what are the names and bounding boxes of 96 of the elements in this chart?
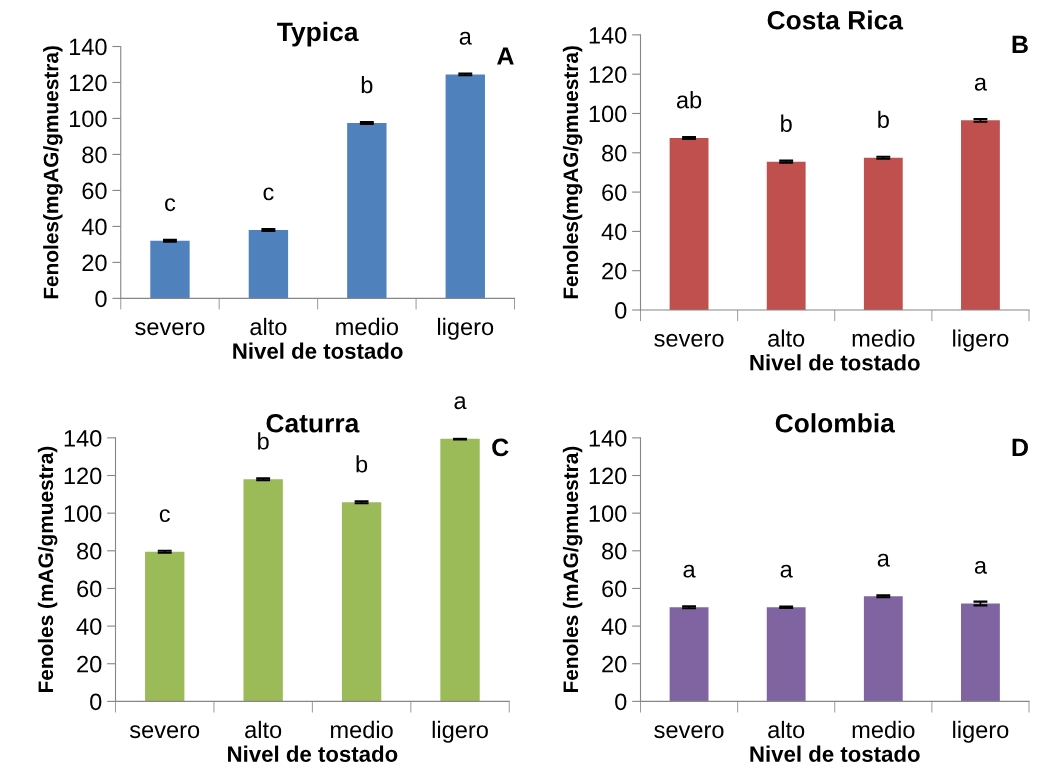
y-tick-label: 100 bbox=[589, 505, 627, 522]
annotation: b bbox=[781, 114, 792, 132]
x-tick-label: alto bbox=[768, 720, 805, 739]
bar bbox=[863, 157, 903, 310]
annotation: C bbox=[492, 438, 509, 457]
annotation: a bbox=[454, 396, 467, 410]
x-tick-label: severo bbox=[129, 725, 200, 739]
y-tick-label: 60 bbox=[77, 580, 102, 598]
y-tick-label: 120 bbox=[589, 66, 627, 83]
y-tick-label: 40 bbox=[81, 218, 107, 236]
x-axis-title: Nivel de tostado bbox=[750, 745, 920, 762]
annotation: A bbox=[497, 47, 514, 65]
annotation: b bbox=[361, 75, 373, 94]
y-tick-label: 140 bbox=[69, 38, 107, 56]
x-tick-label: severo bbox=[654, 333, 724, 347]
y-tick-label: 120 bbox=[64, 467, 102, 485]
annotation: b bbox=[878, 110, 889, 129]
x-tick-label: severo bbox=[135, 322, 205, 336]
bar bbox=[863, 596, 903, 702]
y-tick-label: 80 bbox=[77, 542, 102, 560]
bar bbox=[961, 120, 1000, 310]
annotation: b bbox=[356, 455, 368, 473]
annotation: D bbox=[1012, 438, 1028, 456]
y-tick-label: 20 bbox=[602, 655, 627, 673]
annotation: b bbox=[258, 432, 269, 450]
bar bbox=[243, 479, 283, 702]
annotation: a bbox=[974, 77, 987, 91]
chart-title: Typica bbox=[277, 21, 359, 47]
bar bbox=[961, 603, 1000, 702]
annotation: c bbox=[165, 198, 176, 212]
bar bbox=[150, 240, 190, 299]
y-tick-label: 100 bbox=[589, 105, 627, 123]
x-axis-title: Nivel de tostado bbox=[750, 354, 920, 371]
annotation: c bbox=[263, 187, 274, 201]
x-tick-label: alto bbox=[245, 720, 282, 739]
y-tick-label: 20 bbox=[77, 655, 102, 673]
y-tick-label: 0 bbox=[615, 302, 627, 319]
y-axis-title: Fenoles(mgAG/gmuestra) bbox=[562, 46, 583, 299]
bar bbox=[445, 74, 485, 299]
annotation: ab bbox=[676, 91, 702, 109]
annotation: a bbox=[683, 564, 696, 578]
annotation: c bbox=[159, 509, 170, 523]
annotation: a bbox=[974, 560, 987, 574]
x-tick-label: ligero bbox=[953, 720, 1009, 743]
y-axis-title: Fenoles(mgAG/gmuestra) bbox=[43, 46, 63, 299]
bar bbox=[440, 438, 480, 702]
chart-title: Caturra bbox=[266, 413, 360, 433]
x-tick-label: severo bbox=[654, 725, 724, 739]
y-tick-label: 140 bbox=[589, 429, 627, 447]
y-tick-label: 80 bbox=[602, 144, 627, 162]
y-tick-label: 0 bbox=[615, 693, 627, 711]
annotation: B bbox=[1012, 35, 1028, 53]
y-tick-label: 20 bbox=[82, 254, 107, 272]
bar bbox=[669, 138, 709, 310]
y-tick-label: 40 bbox=[601, 618, 627, 635]
y-tick-label: 60 bbox=[82, 182, 107, 200]
bar bbox=[341, 502, 382, 702]
y-tick-label: 80 bbox=[82, 146, 107, 164]
x-tick-label: alto bbox=[250, 317, 287, 336]
chart-title: Costa Rica bbox=[767, 10, 904, 30]
x-tick-label: medio bbox=[331, 720, 393, 739]
y-tick-label: 0 bbox=[95, 290, 107, 308]
x-tick-label: medio bbox=[852, 329, 915, 347]
y-tick-label: 0 bbox=[90, 693, 102, 711]
y-axis-title: Fenoles (mAG/gmuestra) bbox=[37, 446, 58, 693]
chart-title: Colombia bbox=[775, 413, 896, 433]
y-tick-label: 120 bbox=[589, 467, 627, 485]
x-tick-label: ligero bbox=[438, 317, 494, 340]
bar bbox=[248, 230, 289, 299]
bar bbox=[766, 161, 806, 310]
y-tick-label: 40 bbox=[601, 223, 627, 241]
x-tick-label: ligero bbox=[953, 329, 1009, 352]
y-tick-label: 120 bbox=[69, 74, 107, 92]
y-tick-label: 20 bbox=[602, 262, 627, 280]
x-axis-title: Nivel de tostado bbox=[233, 342, 403, 359]
bar bbox=[347, 122, 387, 299]
y-tick-label: 100 bbox=[69, 110, 107, 128]
y-axis-title: Fenoles (mAG/gmuestra) bbox=[562, 446, 583, 693]
y-tick-label: 100 bbox=[64, 505, 102, 522]
y-tick-label: 140 bbox=[64, 429, 102, 447]
bar bbox=[766, 607, 806, 702]
y-tick-label: 60 bbox=[602, 184, 627, 201]
x-tick-label: ligero bbox=[432, 720, 488, 743]
annotation: a bbox=[877, 553, 890, 567]
y-tick-label: 80 bbox=[602, 542, 627, 560]
bar bbox=[669, 607, 709, 702]
y-tick-label: 40 bbox=[76, 618, 102, 635]
x-tick-label: alto bbox=[768, 329, 805, 347]
bar bbox=[145, 551, 185, 702]
x-axis-title: Nivel de tostado bbox=[228, 745, 398, 762]
y-tick-label: 60 bbox=[602, 580, 627, 598]
x-tick-label: medio bbox=[336, 317, 399, 336]
annotation: a bbox=[780, 564, 793, 578]
y-tick-label: 140 bbox=[589, 26, 627, 44]
x-tick-label: medio bbox=[852, 720, 915, 739]
annotation: a bbox=[459, 31, 472, 45]
